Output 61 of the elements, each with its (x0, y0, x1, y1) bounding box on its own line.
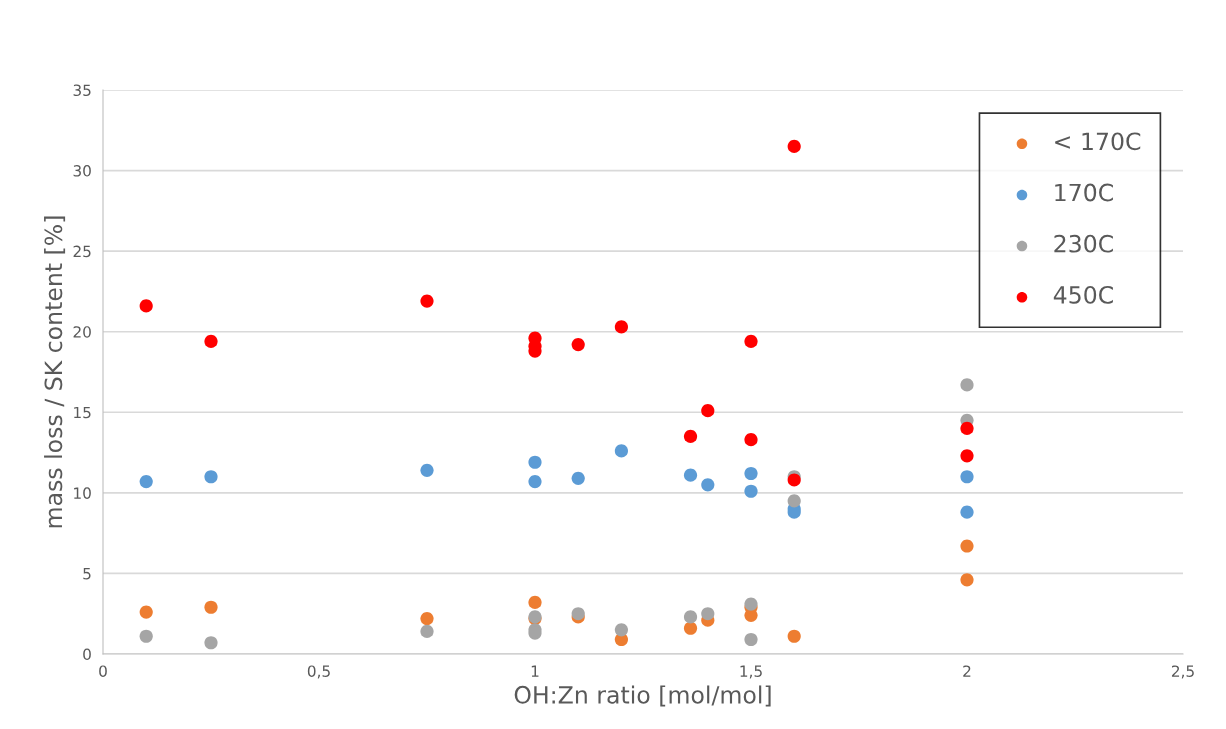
point (744, 632, 758, 647)
legend-label: 230C (1054, 234, 1113, 253)
point (614, 444, 628, 458)
point (204, 334, 218, 348)
legend-label: 450C (1053, 285, 1113, 304)
point (614, 623, 628, 637)
point (960, 573, 974, 587)
y-tick-label: 30 (73, 165, 91, 177)
legend-label: < 170C (1055, 132, 1141, 151)
point (744, 433, 758, 447)
point (960, 539, 974, 553)
point (787, 139, 801, 153)
y-tick-label: 20 (73, 326, 91, 338)
point (571, 471, 585, 485)
point (204, 636, 218, 650)
point (528, 455, 542, 469)
point (683, 621, 698, 635)
x-tick-label: 1,5 (740, 665, 762, 679)
x-tick-label: 1 (531, 665, 539, 677)
point (420, 463, 434, 477)
point (744, 334, 758, 348)
y-tick-label: 15 (74, 406, 91, 419)
point (701, 607, 715, 621)
point (744, 466, 758, 481)
y-tick-label: 35 (73, 84, 91, 97)
point (139, 474, 153, 489)
point (960, 470, 974, 484)
point (139, 299, 153, 313)
point (960, 449, 974, 463)
point (614, 320, 628, 334)
y-tick-label: 10 (74, 487, 91, 499)
point (683, 610, 698, 624)
point (528, 595, 542, 610)
point (420, 611, 434, 626)
point (683, 429, 698, 444)
x-tick-label: 2,5 (1171, 665, 1194, 679)
point (420, 294, 434, 308)
y-tick-label: 5 (83, 568, 91, 580)
x-tick-label: 0,5 (307, 665, 330, 679)
point (528, 474, 542, 489)
point (701, 478, 715, 492)
point (420, 624, 434, 639)
point (571, 338, 585, 352)
y-tick-label: 25 (73, 245, 91, 258)
point (787, 629, 801, 643)
point (683, 468, 698, 482)
point (960, 378, 974, 392)
point (960, 505, 974, 519)
point (204, 470, 218, 484)
point (701, 404, 715, 418)
y-tick-label: 0 (83, 648, 91, 661)
x-tick-label: 0 (99, 665, 107, 677)
y-axis-title: mass loss / SK content [%] (44, 216, 66, 528)
point (139, 605, 153, 619)
point (204, 600, 218, 614)
point (960, 421, 974, 435)
x-axis-title: OH:Zn ratio [mol/mol] (514, 685, 771, 707)
point (139, 629, 153, 643)
x-tick-label: 2 (963, 665, 971, 677)
point (744, 484, 758, 498)
legend-label: 170C (1055, 183, 1113, 202)
